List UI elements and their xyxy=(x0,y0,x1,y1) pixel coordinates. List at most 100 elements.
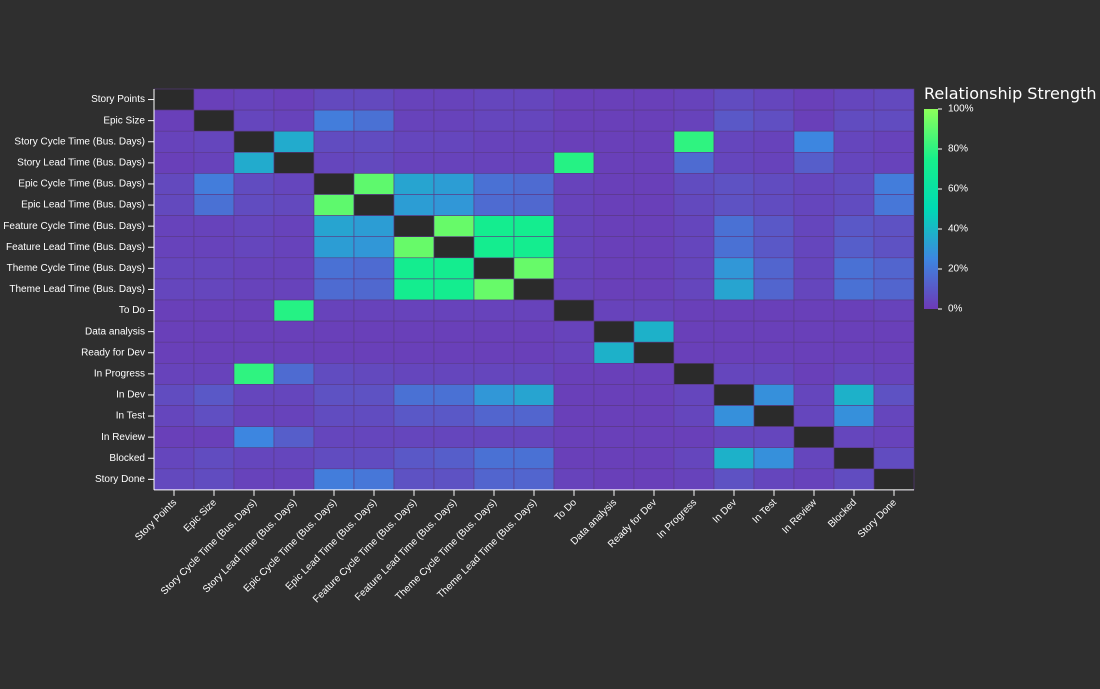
heatmap-cell[interactable] xyxy=(833,447,875,470)
heatmap-cell[interactable] xyxy=(353,362,395,385)
heatmap-cell[interactable] xyxy=(553,362,595,385)
heatmap-cell[interactable] xyxy=(273,384,315,406)
heatmap-cell[interactable] xyxy=(873,194,915,216)
heatmap-cell[interactable] xyxy=(193,194,235,216)
heatmap-cell[interactable] xyxy=(873,384,915,406)
heatmap-cell[interactable] xyxy=(753,278,795,301)
heatmap-cell[interactable] xyxy=(873,447,915,470)
heatmap-cell[interactable] xyxy=(593,236,635,259)
heatmap-cell[interactable] xyxy=(473,88,515,111)
heatmap-cell[interactable] xyxy=(473,468,515,491)
heatmap-cell[interactable] xyxy=(233,88,275,111)
heatmap-cell[interactable] xyxy=(673,194,715,216)
heatmap-cell[interactable] xyxy=(553,257,595,280)
heatmap-cell[interactable] xyxy=(713,468,755,491)
heatmap-cell[interactable] xyxy=(593,130,635,153)
heatmap-cell[interactable] xyxy=(353,194,395,216)
heatmap-cell[interactable] xyxy=(233,194,275,216)
heatmap-cell[interactable] xyxy=(513,130,555,153)
heatmap-cell[interactable] xyxy=(273,88,315,111)
heatmap-cell[interactable] xyxy=(193,341,235,364)
heatmap-cell[interactable] xyxy=(633,362,675,385)
heatmap-cell[interactable] xyxy=(393,194,435,216)
heatmap-cell[interactable] xyxy=(513,88,555,111)
heatmap-cell[interactable] xyxy=(353,341,395,364)
heatmap-cell[interactable] xyxy=(513,426,555,449)
heatmap-cell[interactable] xyxy=(753,426,795,449)
heatmap-cell[interactable] xyxy=(713,405,755,427)
heatmap-cell[interactable] xyxy=(433,362,475,385)
heatmap-cell[interactable] xyxy=(713,320,755,343)
heatmap-cell[interactable] xyxy=(513,257,555,280)
heatmap-cell[interactable] xyxy=(673,130,715,153)
heatmap-cell[interactable] xyxy=(713,173,755,195)
heatmap-cell[interactable] xyxy=(313,405,355,427)
heatmap-cell[interactable] xyxy=(193,320,235,343)
heatmap-cell[interactable] xyxy=(313,341,355,364)
heatmap-cell[interactable] xyxy=(873,130,915,153)
heatmap-cell[interactable] xyxy=(233,236,275,259)
heatmap-cell[interactable] xyxy=(513,384,555,406)
heatmap-cell[interactable] xyxy=(673,109,715,132)
heatmap-cell[interactable] xyxy=(153,278,195,301)
heatmap-cell[interactable] xyxy=(553,341,595,364)
heatmap-cell[interactable] xyxy=(633,384,675,406)
heatmap-cell[interactable] xyxy=(673,173,715,195)
heatmap-cell[interactable] xyxy=(233,109,275,132)
heatmap-cell[interactable] xyxy=(193,152,235,174)
heatmap-cell[interactable] xyxy=(593,405,635,427)
heatmap-cell[interactable] xyxy=(753,405,795,427)
heatmap-cell[interactable] xyxy=(513,152,555,174)
heatmap-cell[interactable] xyxy=(273,173,315,195)
heatmap-cell[interactable] xyxy=(393,468,435,491)
heatmap-cell[interactable] xyxy=(233,384,275,406)
heatmap-cell[interactable] xyxy=(553,109,595,132)
heatmap-cell[interactable] xyxy=(633,257,675,280)
heatmap-cell[interactable] xyxy=(793,278,835,301)
heatmap-cell[interactable] xyxy=(713,341,755,364)
heatmap-cell[interactable] xyxy=(313,88,355,111)
heatmap-cell[interactable] xyxy=(433,468,475,491)
heatmap-cell[interactable] xyxy=(473,362,515,385)
heatmap-cell[interactable] xyxy=(833,362,875,385)
heatmap-cell[interactable] xyxy=(633,405,675,427)
heatmap-cell[interactable] xyxy=(793,426,835,449)
heatmap-cell[interactable] xyxy=(353,320,395,343)
heatmap-cell[interactable] xyxy=(193,130,235,153)
heatmap-cell[interactable] xyxy=(673,278,715,301)
heatmap-cell[interactable] xyxy=(233,130,275,153)
heatmap-cell[interactable] xyxy=(873,426,915,449)
heatmap-cell[interactable] xyxy=(633,130,675,153)
heatmap-cell[interactable] xyxy=(193,426,235,449)
heatmap-cell[interactable] xyxy=(753,236,795,259)
heatmap-cell[interactable] xyxy=(353,257,395,280)
heatmap-cell[interactable] xyxy=(753,173,795,195)
heatmap-cell[interactable] xyxy=(233,447,275,470)
heatmap-cell[interactable] xyxy=(833,320,875,343)
heatmap-cell[interactable] xyxy=(633,88,675,111)
heatmap-cell[interactable] xyxy=(273,468,315,491)
heatmap-cell[interactable] xyxy=(473,130,515,153)
heatmap-cell[interactable] xyxy=(673,384,715,406)
heatmap-cell[interactable] xyxy=(833,109,875,132)
heatmap-cell[interactable] xyxy=(433,257,475,280)
heatmap-cell[interactable] xyxy=(313,362,355,385)
heatmap-cell[interactable] xyxy=(833,299,875,322)
heatmap-cell[interactable] xyxy=(273,236,315,259)
heatmap-cell[interactable] xyxy=(393,447,435,470)
heatmap-cell[interactable] xyxy=(313,130,355,153)
heatmap-cell[interactable] xyxy=(313,194,355,216)
heatmap-cell[interactable] xyxy=(233,278,275,301)
heatmap-cell[interactable] xyxy=(353,468,395,491)
heatmap-cell[interactable] xyxy=(353,405,395,427)
heatmap-cell[interactable] xyxy=(433,236,475,259)
heatmap-cell[interactable] xyxy=(713,384,755,406)
heatmap-cell[interactable] xyxy=(513,215,555,238)
heatmap-cell[interactable] xyxy=(793,468,835,491)
heatmap-cell[interactable] xyxy=(593,362,635,385)
heatmap-cell[interactable] xyxy=(673,362,715,385)
heatmap-cell[interactable] xyxy=(233,173,275,195)
heatmap-cell[interactable] xyxy=(353,130,395,153)
heatmap-cell[interactable] xyxy=(633,278,675,301)
heatmap-cell[interactable] xyxy=(553,152,595,174)
